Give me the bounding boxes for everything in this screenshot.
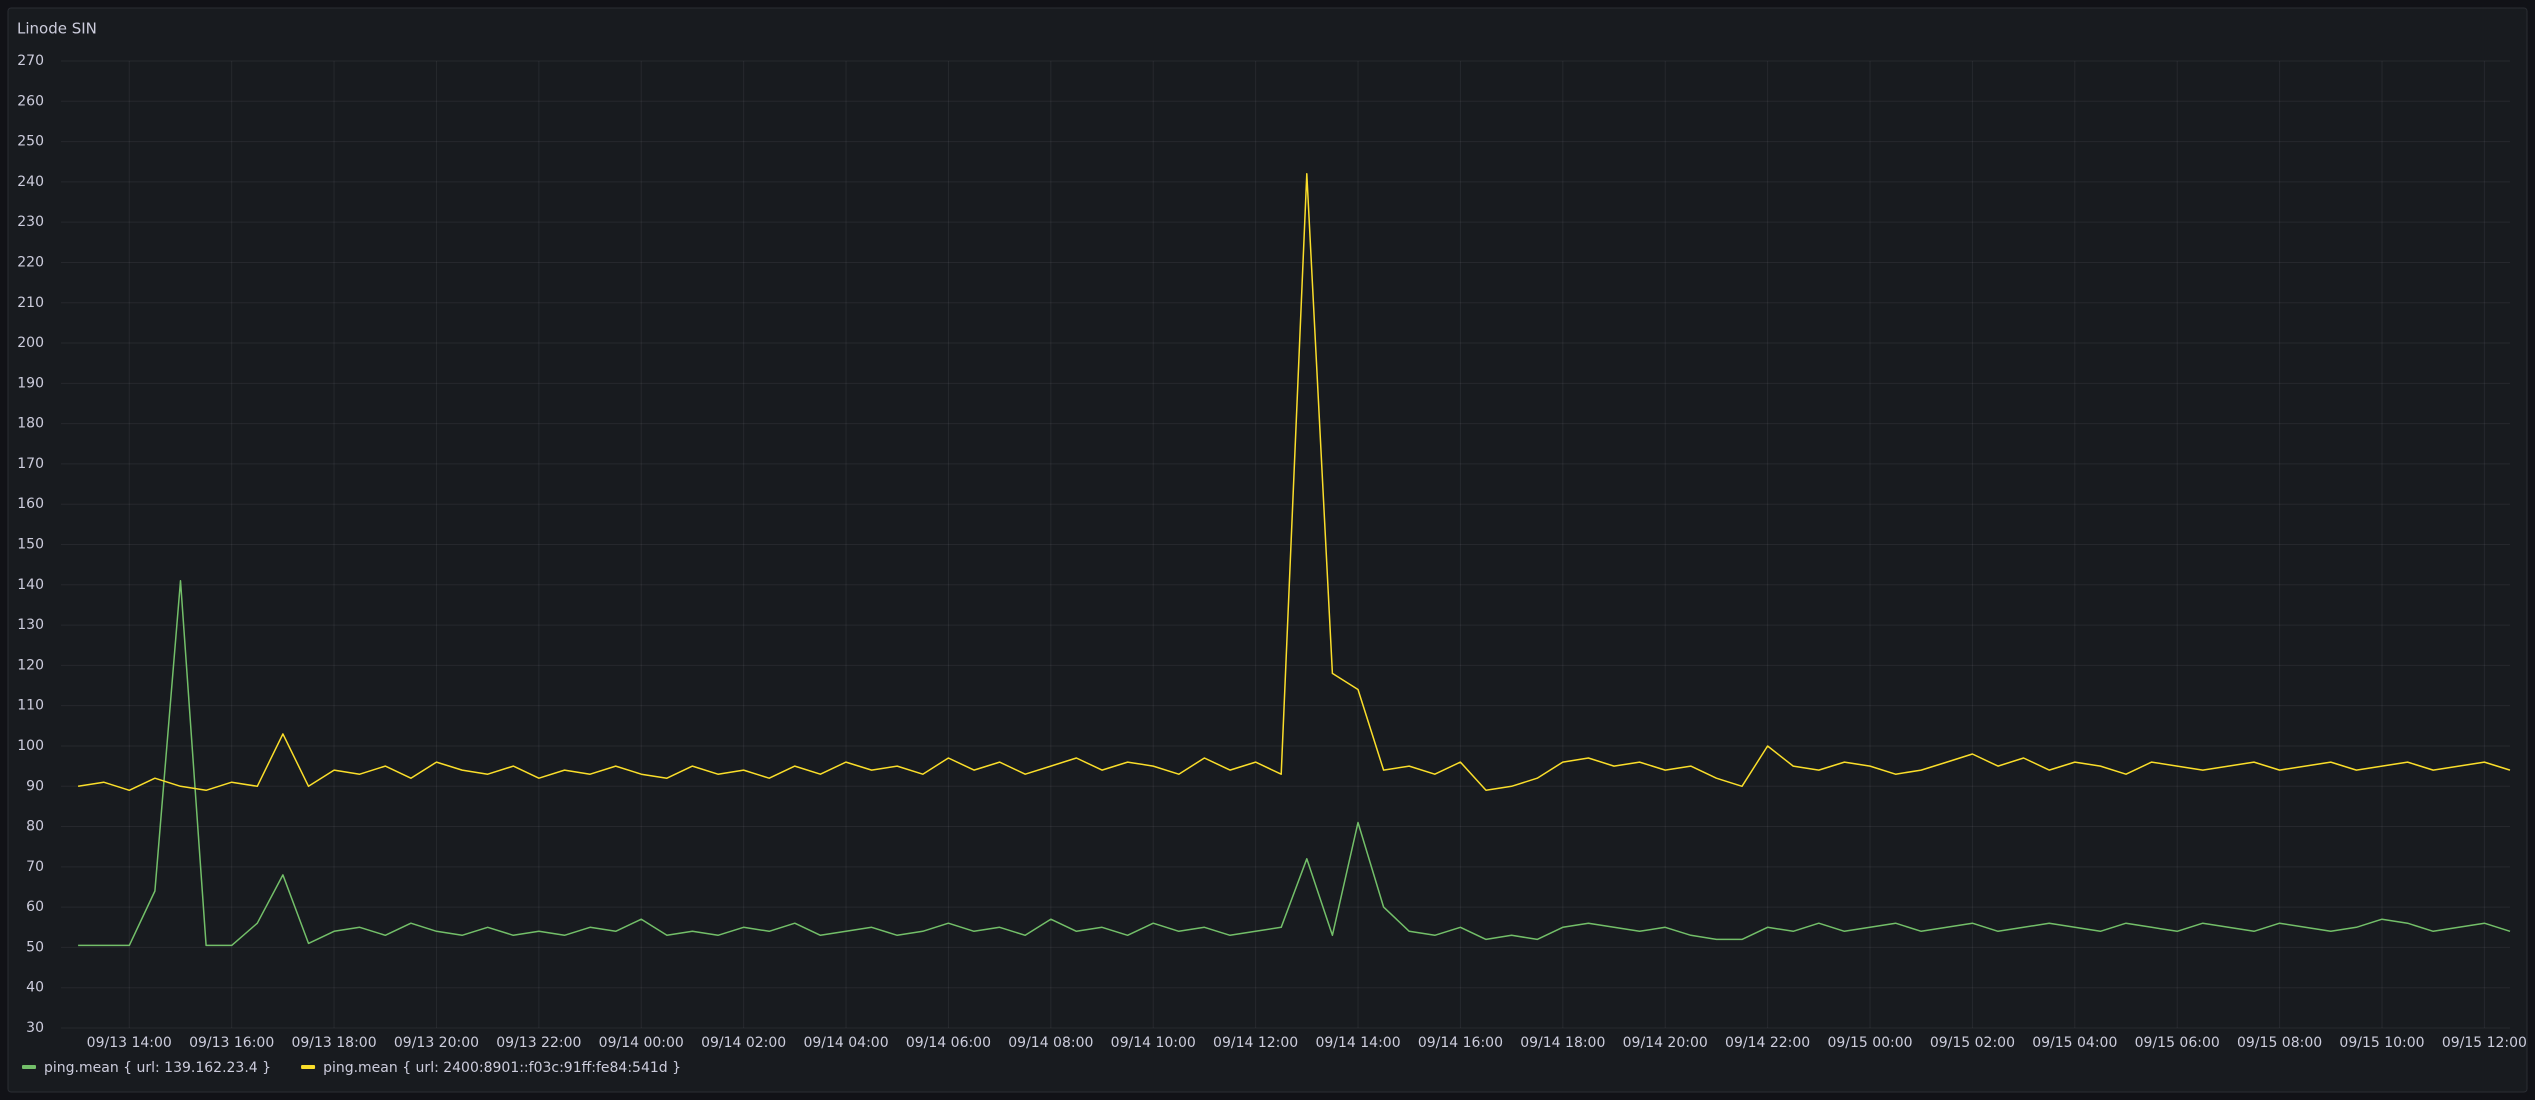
x-tick-label: 09/14 02:00 xyxy=(701,1035,786,1051)
y-tick-label: 40 xyxy=(26,980,44,996)
x-tick-label: 09/13 16:00 xyxy=(189,1035,274,1051)
y-tick-label: 260 xyxy=(17,93,44,109)
x-tick-label: 09/14 00:00 xyxy=(599,1035,684,1051)
y-tick-label: 150 xyxy=(17,537,44,553)
y-tick-label: 210 xyxy=(17,295,44,311)
y-tick-label: 30 xyxy=(26,1020,44,1036)
x-tick-label: 09/15 08:00 xyxy=(2237,1035,2322,1051)
legend-swatch xyxy=(22,1065,36,1069)
y-tick-label: 200 xyxy=(17,335,44,351)
y-tick-label: 70 xyxy=(26,859,44,875)
x-tick-label: 09/14 12:00 xyxy=(1213,1035,1298,1051)
x-tick-label: 09/14 20:00 xyxy=(1623,1035,1708,1051)
y-tick-label: 140 xyxy=(17,577,44,593)
y-tick-label: 250 xyxy=(17,134,44,150)
series-line xyxy=(77,173,2511,792)
y-tick-label: 230 xyxy=(17,214,44,230)
x-tick-label: 09/13 22:00 xyxy=(496,1035,581,1051)
legend-swatch xyxy=(301,1065,316,1069)
x-tick-label: 09/15 00:00 xyxy=(1827,1035,1912,1051)
legend-label: ping.mean { url: 139.162.23.4 } xyxy=(44,1060,271,1076)
x-tick-label: 09/13 18:00 xyxy=(291,1035,376,1051)
y-tick-label: 110 xyxy=(17,698,44,714)
x-tick-label: 09/14 16:00 xyxy=(1418,1035,1503,1051)
legend-label: ping.mean { url: 2400:8901::f03c:91ff:fe… xyxy=(323,1060,681,1076)
y-tick-label: 60 xyxy=(26,899,44,915)
y-tick-label: 190 xyxy=(17,375,44,391)
x-tick-label: 09/15 02:00 xyxy=(1930,1035,2015,1051)
y-tick-label: 170 xyxy=(17,456,44,472)
y-tick-label: 90 xyxy=(26,778,44,794)
x-tick-label: 09/15 10:00 xyxy=(2339,1035,2424,1051)
y-tick-label: 130 xyxy=(17,617,44,633)
x-tick-label: 09/15 04:00 xyxy=(2032,1035,2117,1051)
y-tick-label: 100 xyxy=(17,738,44,754)
x-tick-label: 09/14 10:00 xyxy=(1111,1035,1196,1051)
series-line xyxy=(78,580,2511,947)
x-tick-label: 09/15 12:00 xyxy=(2442,1035,2527,1051)
x-tick-label: 09/15 06:00 xyxy=(2135,1035,2220,1051)
x-tick-label: 09/14 04:00 xyxy=(803,1035,888,1051)
x-tick-label: 09/14 14:00 xyxy=(1315,1035,1400,1051)
panel xyxy=(7,7,2528,1093)
x-tick-label: 09/14 22:00 xyxy=(1725,1035,1810,1051)
x-tick-label: 09/14 06:00 xyxy=(906,1035,991,1051)
x-tick-label: 09/14 08:00 xyxy=(1008,1035,1093,1051)
y-tick-label: 50 xyxy=(26,939,44,955)
y-tick-label: 240 xyxy=(17,174,44,190)
y-tick-label: 270 xyxy=(17,53,44,69)
y-tick-label: 120 xyxy=(17,657,44,673)
y-tick-label: 80 xyxy=(26,819,44,835)
x-tick-label: 09/13 14:00 xyxy=(87,1035,172,1051)
x-tick-label: 09/13 20:00 xyxy=(394,1035,479,1051)
y-tick-label: 160 xyxy=(17,496,44,512)
x-tick-label: 09/14 18:00 xyxy=(1520,1035,1605,1051)
chart-title: Linode SIN xyxy=(17,20,97,38)
y-tick-label: 220 xyxy=(17,254,44,270)
y-tick-label: 180 xyxy=(17,416,44,432)
